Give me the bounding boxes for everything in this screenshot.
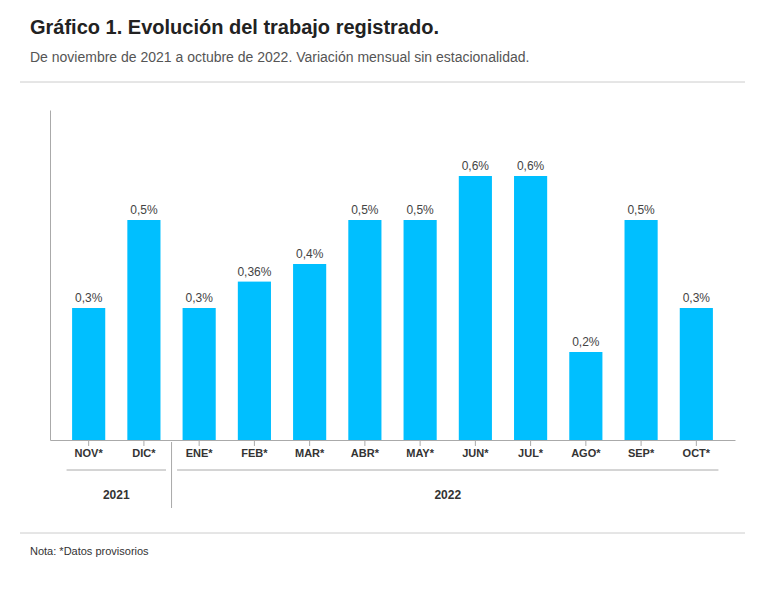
bars (72, 176, 713, 440)
group-label: 2021 (103, 488, 130, 502)
tick-mark (199, 440, 200, 446)
tick: JUL* (518, 440, 544, 459)
annotations: 2021 2022 Nota: *Datos provisorios (20, 442, 745, 557)
tick-label: FEB* (241, 447, 268, 459)
tick-label: SEP* (628, 447, 655, 459)
group-line (67, 470, 166, 471)
tick: SEP* (628, 440, 655, 459)
group-divider (171, 442, 172, 508)
tick: OCT* (683, 440, 711, 459)
data-label: 0,6% (517, 159, 545, 173)
tick-mark (143, 440, 144, 446)
tick-mark (585, 440, 586, 446)
bar (680, 308, 713, 440)
tick-label: DIC* (132, 447, 156, 459)
data-label: 0,3% (185, 291, 213, 305)
data-labels: 0,3% 0,5% 0,3% 0,36% 0,4% 0,5% 0,5% 0,6% 0,6% 0,2… (75, 159, 710, 349)
tick: MAR* (295, 440, 325, 459)
tick: NOV* (75, 440, 104, 459)
tick-label: JUL* (518, 447, 544, 459)
tick-mark (475, 440, 476, 446)
tick-label: ABR* (351, 447, 380, 459)
x-axis: NOV* DIC* ENE* FEB* MAR* ABR* MAY* JUN* JUL* AGO*… (51, 440, 736, 459)
bar (348, 220, 381, 440)
tick: JUN* (462, 440, 489, 459)
tick-label: MAY* (406, 447, 434, 459)
bar (72, 308, 105, 440)
y-axis-line (50, 111, 51, 441)
tick-label: JUN* (462, 447, 489, 459)
data-label: 0,5% (351, 203, 379, 217)
tick-label: ENE* (186, 447, 214, 459)
data-label: 0,3% (683, 291, 711, 305)
tick-label: AGO* (571, 447, 601, 459)
tick-mark (364, 440, 365, 446)
group-line (177, 470, 718, 471)
data-label: 0,2% (572, 335, 600, 349)
separator (20, 533, 745, 534)
bar (238, 282, 271, 440)
tick-mark (696, 440, 697, 446)
data-label: 0,5% (130, 203, 158, 217)
tick-mark (309, 440, 310, 446)
bar (127, 220, 160, 440)
tick: AGO* (571, 440, 601, 459)
bar (569, 352, 602, 440)
group-label: 2022 (434, 488, 461, 502)
tick-label: MAR* (295, 447, 325, 459)
separator (20, 82, 745, 83)
bar (404, 220, 437, 440)
tick-mark (530, 440, 531, 446)
tick: DIC* (132, 440, 156, 459)
bar (625, 220, 658, 440)
tick: MAY* (406, 440, 434, 459)
tick: FEB* (241, 440, 268, 459)
title: Gráfico 1. Evolución del trabajo registr… (30, 16, 439, 38)
tick-mark (641, 440, 642, 446)
chart: Gráfico 1. Evolución del trabajo registr… (0, 0, 765, 593)
tick: ENE* (186, 440, 214, 459)
x-axis-line (51, 440, 736, 441)
note: Nota: *Datos provisorios (30, 545, 149, 557)
subtitle: De noviembre de 2021 a octubre de 2022. … (30, 49, 529, 65)
tick-mark (88, 440, 89, 446)
tick-mark (254, 440, 255, 446)
data-label: 0,36% (237, 265, 271, 279)
bar (459, 176, 492, 440)
tick-label: NOV* (75, 447, 104, 459)
data-label: 0,4% (296, 247, 324, 261)
tick-label: OCT* (683, 447, 711, 459)
data-label: 0,6% (462, 159, 490, 173)
bar (183, 308, 216, 440)
tick: ABR* (351, 440, 380, 459)
bar (293, 264, 326, 440)
data-label: 0,5% (406, 203, 434, 217)
data-label: 0,3% (75, 291, 103, 305)
tick-mark (420, 440, 421, 446)
bar (514, 176, 547, 440)
data-label: 0,5% (627, 203, 655, 217)
y-axis (50, 111, 51, 441)
